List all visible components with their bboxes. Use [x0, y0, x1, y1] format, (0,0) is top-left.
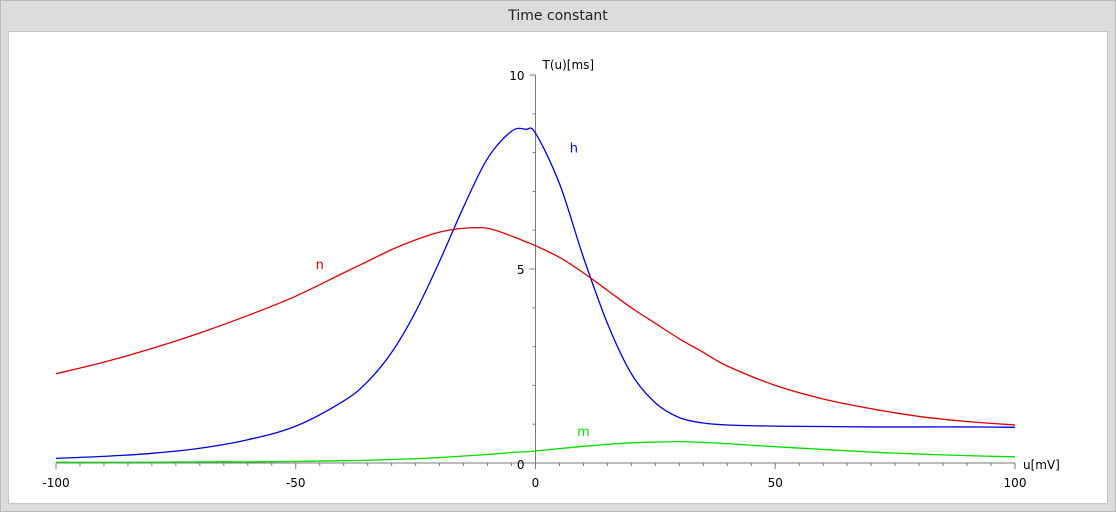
- x-tick-label: 0: [532, 476, 540, 490]
- y-tick-label: 0: [517, 458, 525, 472]
- y-tick-label: 10: [509, 69, 524, 83]
- x-axis-title: u[mV]: [1023, 458, 1060, 472]
- y-axis-title: T(u)[ms]: [542, 58, 595, 72]
- x-tick-label: -100: [42, 476, 69, 490]
- series-label-n: n: [316, 258, 324, 273]
- series-line-h: [55, 127, 1016, 459]
- plot-area: [8, 31, 1108, 504]
- series-label-h: h: [570, 142, 578, 157]
- x-tick-label: 100: [1004, 476, 1027, 490]
- y-tick-label: 5: [517, 263, 525, 277]
- series-line-n: [55, 226, 1016, 426]
- window-title: Time constant: [508, 8, 608, 24]
- x-tick-label: -50: [286, 476, 306, 490]
- x-tick-label: 50: [768, 476, 783, 490]
- series-line-m: [56, 441, 1016, 463]
- series-label-m: m: [577, 425, 590, 440]
